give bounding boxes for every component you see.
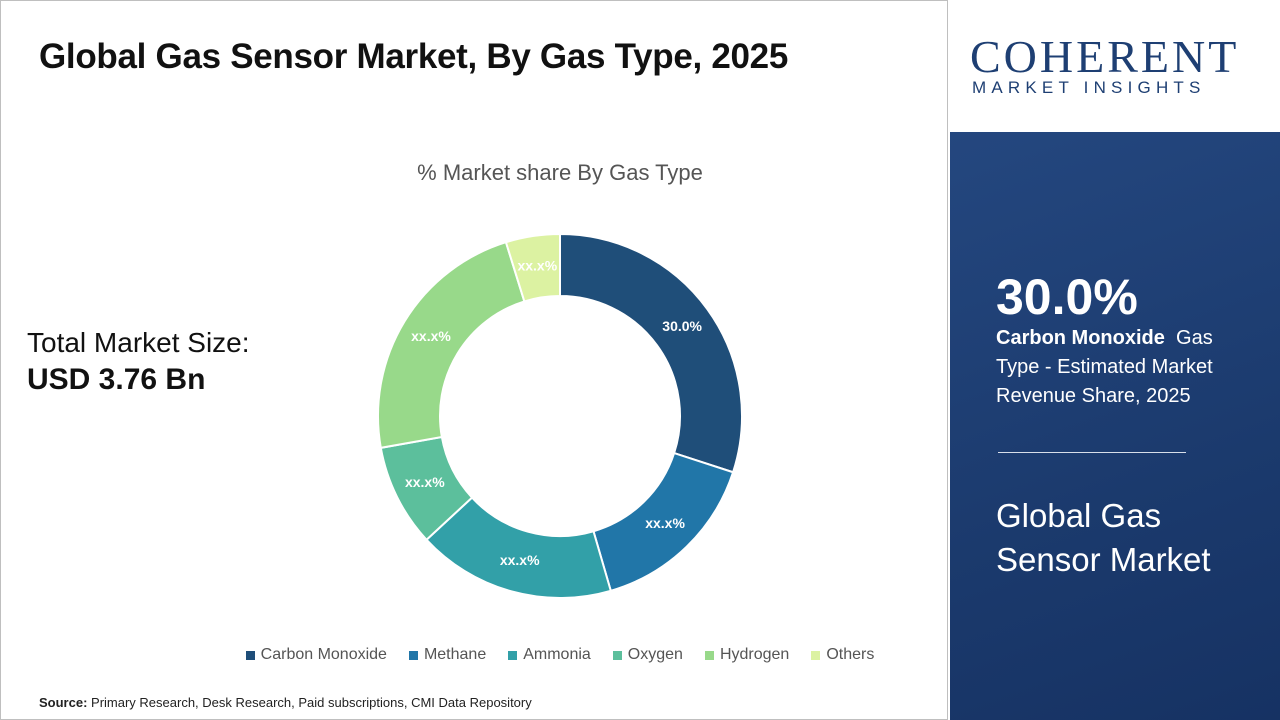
- donut-slice: [377, 240, 526, 450]
- donut-slice: [504, 232, 561, 303]
- divider: [998, 452, 1186, 453]
- logo-tagline: MARKET INSIGHTS: [972, 78, 1206, 97]
- legend-item: Ammonia: [508, 646, 591, 664]
- data-label: xx.x%: [405, 474, 445, 490]
- logo-name: COHERENT: [970, 31, 1240, 82]
- legend-item: Methane: [408, 646, 487, 664]
- highlight-description: Carbon Monoxide Gas Type - Estimated Mar…: [996, 324, 1256, 411]
- legend-item: Others: [811, 646, 874, 664]
- chart-area: Global Gas Sensor Market, By Gas Type, 2…: [0, 0, 948, 720]
- highlight-segment: Carbon Monoxide: [996, 327, 1165, 349]
- legend-item: Carbon Monoxide: [245, 646, 387, 664]
- chart-title: % Market share By Gas Type: [417, 160, 703, 185]
- donut-slice: [559, 232, 743, 474]
- highlight-market: Global Gas Sensor Market: [996, 497, 1211, 578]
- logo: COHERENT MARKET INSIGHTS: [950, 0, 1280, 132]
- data-label: xx.x%: [500, 552, 540, 568]
- highlight-value: 30.0%: [996, 269, 1138, 325]
- data-label: xx.x%: [645, 515, 685, 531]
- page-title: Global Gas Sensor Market, By Gas Type, 2…: [39, 37, 788, 76]
- legend-swatch: [408, 650, 418, 660]
- data-label: 30.0%: [662, 318, 702, 334]
- data-label: xx.x%: [517, 257, 557, 273]
- legend-item: Oxygen: [612, 646, 683, 664]
- legend-swatch: [811, 650, 821, 660]
- legend-swatch: [704, 650, 714, 660]
- legend-item: Hydrogen: [704, 646, 790, 664]
- chart: % Market share By Gas Type 30.0% xx.x% xx.…: [377, 160, 743, 599]
- legend-label: Others: [826, 646, 875, 663]
- legend-label: Hydrogen: [719, 646, 790, 663]
- legend-label: Carbon Monoxide: [260, 646, 387, 663]
- legend-swatch: [245, 650, 255, 660]
- highlight-text: Gas Type - Estimated Market Revenue Shar…: [996, 327, 1213, 407]
- legend-label: Oxygen: [627, 646, 683, 663]
- market-size-value: USD 3.76 Bn: [27, 363, 206, 396]
- legend-label: Ammonia: [523, 646, 591, 663]
- legend-swatch: [508, 650, 518, 660]
- legend-swatch: [612, 650, 622, 660]
- legend-label: Methane: [423, 646, 487, 663]
- legend: Carbon Monoxide Methane Ammonia Oxygen Hydro…: [0, 646, 1120, 664]
- market-size-label: Total Market Size:: [27, 327, 250, 358]
- highlight-panel: 30.0% Carbon Monoxide Gas Type - Estimat…: [950, 132, 1280, 720]
- source-label: Source:: [39, 695, 88, 710]
- source: Source: Primary Research, Desk Research,…: [39, 695, 532, 710]
- data-label: xx.x%: [411, 328, 451, 344]
- source-text: Primary Research, Desk Research, Paid su…: [91, 695, 532, 710]
